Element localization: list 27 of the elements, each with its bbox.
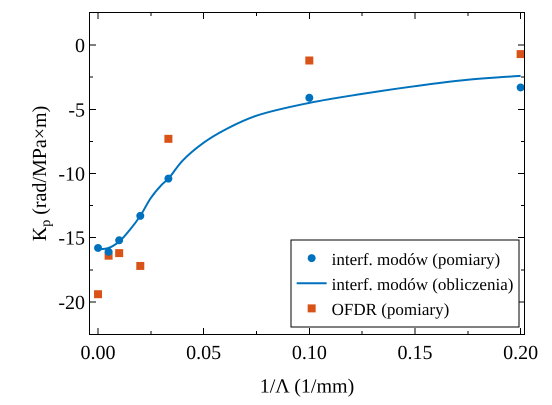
point [305,94,314,102]
point [136,212,144,220]
x-tick-label: 0.05 [186,342,222,364]
x-axis-title: 1/Λ (1/mm) [260,376,354,398]
point [94,290,102,298]
y-tick-label: 0 [75,35,85,58]
y-tick-label: -10 [58,164,85,186]
point [516,83,524,92]
y-tick-label: -15 [58,228,85,250]
x-tick-label: 0.15 [397,342,432,364]
y-tick-label: -5 [68,99,85,122]
point [104,248,113,256]
point [136,262,144,270]
legend-label: interf. modów (obliczenia) [332,274,514,294]
legend-label: interf. modów (pomiary) [332,250,500,269]
point [115,236,124,244]
point [305,56,314,65]
x-tick-label: 0.00 [80,342,116,364]
y-tick-label: -20 [58,292,85,314]
point [115,249,124,258]
x-tick-label: 0.10 [292,342,327,364]
legend-label: OFDR (pomiary) [332,300,450,319]
point [164,174,172,183]
x-tick-label: 0.20 [503,342,538,364]
point [94,244,102,252]
point [164,134,172,143]
point [516,50,524,58]
